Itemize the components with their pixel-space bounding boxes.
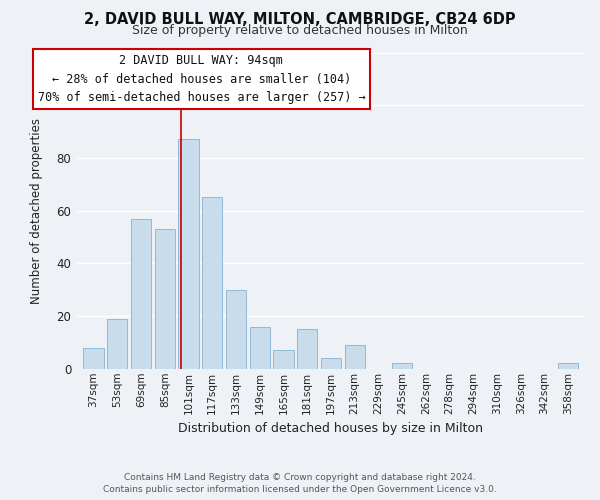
Bar bbox=[321, 358, 341, 369]
Bar bbox=[83, 348, 104, 369]
Text: Size of property relative to detached houses in Milton: Size of property relative to detached ho… bbox=[132, 24, 468, 37]
Bar bbox=[202, 198, 223, 369]
Bar bbox=[155, 229, 175, 369]
Text: 2, DAVID BULL WAY, MILTON, CAMBRIDGE, CB24 6DP: 2, DAVID BULL WAY, MILTON, CAMBRIDGE, CB… bbox=[84, 12, 516, 28]
X-axis label: Distribution of detached houses by size in Milton: Distribution of detached houses by size … bbox=[178, 422, 484, 435]
Text: 2 DAVID BULL WAY: 94sqm
← 28% of detached houses are smaller (104)
70% of semi-d: 2 DAVID BULL WAY: 94sqm ← 28% of detache… bbox=[38, 54, 365, 104]
Bar bbox=[344, 345, 365, 369]
Bar bbox=[226, 290, 246, 369]
Bar bbox=[558, 364, 578, 369]
Bar bbox=[392, 364, 412, 369]
Bar bbox=[131, 218, 151, 369]
Bar bbox=[274, 350, 293, 369]
Y-axis label: Number of detached properties: Number of detached properties bbox=[31, 118, 43, 304]
Bar bbox=[297, 329, 317, 369]
Bar bbox=[250, 326, 270, 369]
Bar bbox=[107, 318, 127, 369]
Bar bbox=[178, 140, 199, 369]
Text: Contains HM Land Registry data © Crown copyright and database right 2024.
Contai: Contains HM Land Registry data © Crown c… bbox=[103, 472, 497, 494]
